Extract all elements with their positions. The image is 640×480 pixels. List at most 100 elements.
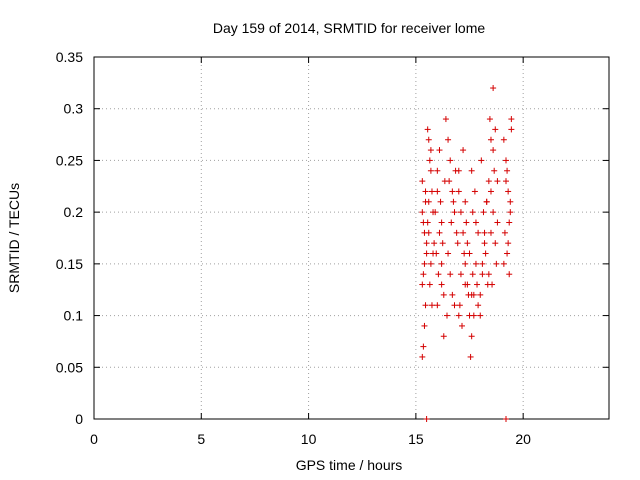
data-point xyxy=(434,167,441,174)
data-point xyxy=(457,209,464,216)
data-point xyxy=(459,322,466,329)
x-tick-label: 15 xyxy=(408,431,424,447)
data-point xyxy=(494,178,501,185)
data-point xyxy=(460,229,467,236)
data-point xyxy=(426,281,433,288)
data-point xyxy=(472,260,479,267)
data-point xyxy=(431,240,438,247)
data-point xyxy=(503,178,509,185)
data-point xyxy=(507,209,514,216)
data-point xyxy=(487,188,494,195)
data-point xyxy=(479,260,486,267)
data-point xyxy=(428,188,435,195)
data-point xyxy=(435,271,442,278)
data-point xyxy=(472,219,479,226)
data-point xyxy=(419,353,426,360)
data-point xyxy=(468,333,475,340)
data-point xyxy=(451,209,458,216)
data-point xyxy=(468,167,475,174)
data-point xyxy=(450,198,457,205)
data-point xyxy=(455,312,462,319)
y-tick-label: 0.15 xyxy=(56,256,83,272)
data-point xyxy=(469,271,476,278)
data-point xyxy=(462,281,469,288)
data-point xyxy=(433,250,440,257)
data-point xyxy=(466,250,473,257)
data-point xyxy=(420,343,427,350)
y-tick-label: 0.35 xyxy=(56,49,83,65)
data-point xyxy=(446,178,453,185)
y-tick-label: 0 xyxy=(75,411,83,427)
data-point xyxy=(463,219,470,226)
data-point xyxy=(505,188,512,195)
data-point xyxy=(425,136,432,143)
data-point xyxy=(506,271,513,278)
y-tick-label: 0.25 xyxy=(56,152,83,168)
data-point xyxy=(506,219,513,226)
data-point xyxy=(456,302,463,309)
data-point xyxy=(425,198,432,205)
data-point xyxy=(419,209,426,216)
data-point xyxy=(501,229,508,236)
data-point xyxy=(453,229,460,236)
grid-layer xyxy=(94,57,609,419)
data-point xyxy=(494,219,501,226)
x-tick-label: 10 xyxy=(301,431,317,447)
data-point xyxy=(454,240,461,247)
data-point xyxy=(492,126,499,133)
data-point xyxy=(470,312,477,319)
data-point xyxy=(481,229,488,236)
data-point xyxy=(421,260,428,267)
data-point xyxy=(438,219,445,226)
chart-title: Day 159 of 2014, SRMTID for receiver lom… xyxy=(213,20,486,36)
data-point xyxy=(422,188,429,195)
data-point xyxy=(468,291,475,298)
data-point xyxy=(462,198,469,205)
data-point xyxy=(432,209,439,216)
data-point xyxy=(482,250,489,257)
y-tick-label: 0.1 xyxy=(64,308,84,324)
data-point xyxy=(477,312,484,319)
x-tick-label: 20 xyxy=(515,431,531,447)
data-point xyxy=(447,271,454,278)
data-point xyxy=(423,250,430,257)
data-point xyxy=(423,240,430,247)
data-point xyxy=(443,312,450,319)
data-point xyxy=(420,271,427,278)
data-point xyxy=(442,116,449,123)
data-point xyxy=(508,126,515,133)
data-point xyxy=(490,85,497,92)
data-point xyxy=(445,136,452,143)
data-point xyxy=(503,416,509,422)
data-point xyxy=(492,240,499,247)
data-point xyxy=(428,302,435,309)
data-point xyxy=(438,281,445,288)
data-point xyxy=(487,229,494,236)
tick-layer xyxy=(93,56,609,420)
data-point xyxy=(475,229,482,236)
data-point xyxy=(448,219,455,226)
data-point xyxy=(479,271,486,278)
y-tick-label: 0.05 xyxy=(56,359,83,375)
data-point xyxy=(455,188,462,195)
data-point xyxy=(457,271,464,278)
data-point xyxy=(504,167,511,174)
data-point xyxy=(437,198,444,205)
data-point xyxy=(490,209,497,216)
plot-frame xyxy=(93,56,610,420)
data-point xyxy=(491,167,498,174)
data-point xyxy=(460,147,467,154)
data-point xyxy=(500,136,507,143)
data-point xyxy=(489,281,496,288)
data-point xyxy=(508,116,515,123)
data-point xyxy=(471,188,478,195)
data-point xyxy=(440,333,447,340)
data-point xyxy=(434,188,441,195)
data-point xyxy=(426,157,433,164)
x-tick-label: 5 xyxy=(197,431,205,447)
data-point xyxy=(485,178,492,185)
data-point xyxy=(436,229,443,236)
data-point xyxy=(503,157,509,164)
data-point xyxy=(419,281,426,288)
data-point xyxy=(462,260,469,267)
